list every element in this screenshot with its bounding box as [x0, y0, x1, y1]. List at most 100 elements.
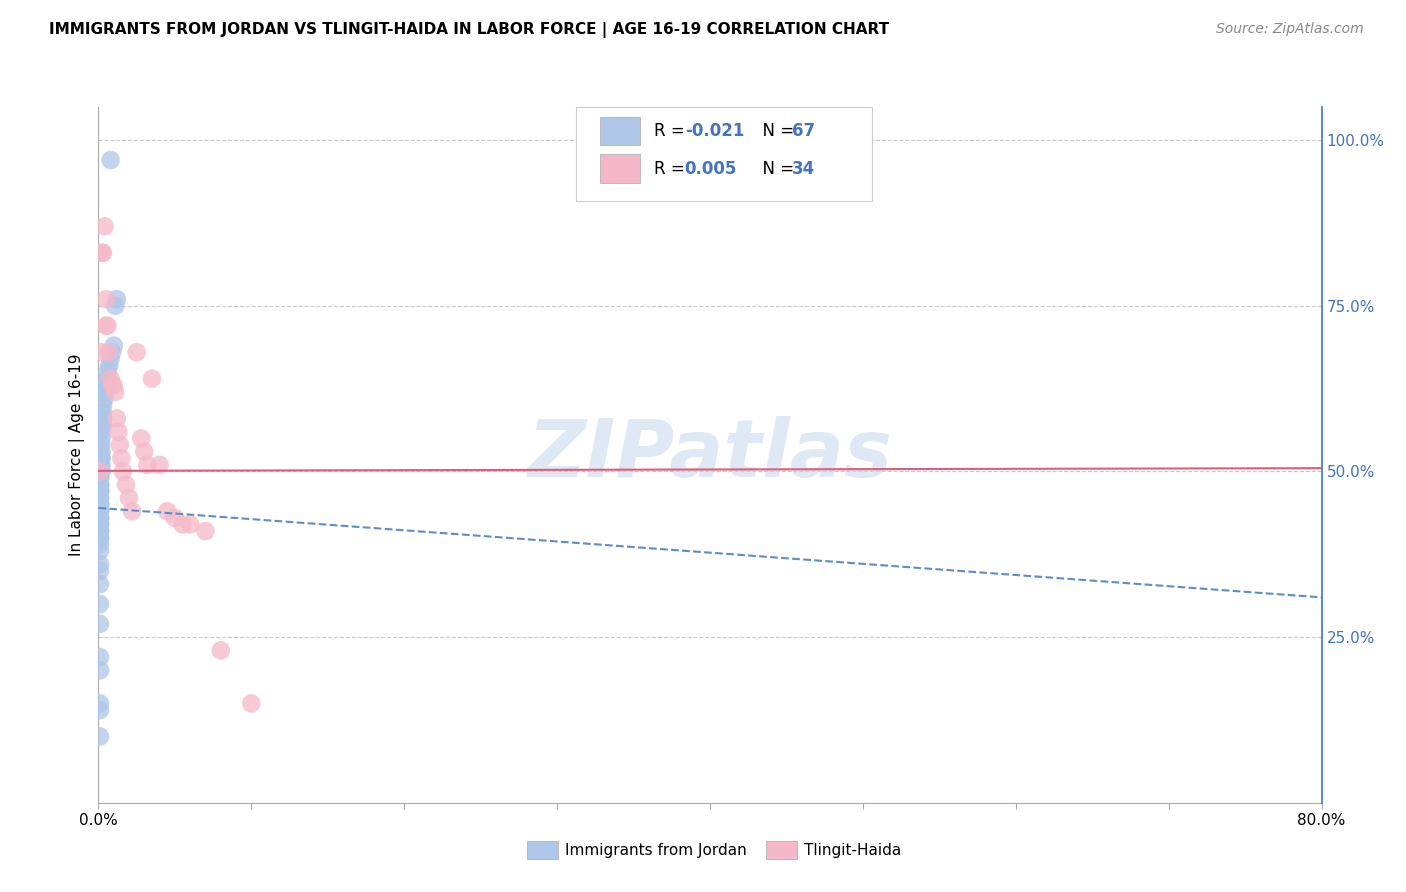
Point — [91, 398, 114, 412]
Text: 67: 67 — [792, 122, 814, 140]
Point — [240, 697, 263, 711]
Point — [103, 378, 125, 392]
Point — [89, 524, 111, 538]
Point — [89, 498, 111, 512]
Point — [94, 318, 117, 333]
Point — [89, 484, 111, 499]
Point — [89, 477, 111, 491]
Point — [89, 544, 111, 558]
Text: R =: R = — [654, 122, 690, 140]
Point — [90, 465, 112, 479]
Point — [89, 517, 111, 532]
Point — [89, 484, 111, 499]
Point — [89, 511, 111, 525]
Point — [108, 438, 131, 452]
Point — [89, 650, 111, 665]
Point — [97, 372, 120, 386]
Y-axis label: In Labor Force | Age 16-19: In Labor Force | Age 16-19 — [69, 353, 86, 557]
Point — [172, 517, 194, 532]
Text: N =: N = — [752, 160, 800, 178]
Text: ZIPatlas: ZIPatlas — [527, 416, 893, 494]
Point — [89, 511, 111, 525]
Point — [90, 451, 112, 466]
Point — [89, 465, 111, 479]
Point — [93, 384, 115, 399]
Point — [91, 411, 114, 425]
Text: Source: ZipAtlas.com: Source: ZipAtlas.com — [1216, 22, 1364, 37]
Point — [209, 643, 232, 657]
Point — [89, 697, 111, 711]
Point — [103, 338, 125, 352]
Point — [101, 378, 124, 392]
Point — [89, 471, 111, 485]
Point — [118, 491, 141, 505]
Point — [89, 491, 111, 505]
Point — [89, 484, 111, 499]
Point — [91, 405, 114, 419]
Point — [101, 345, 124, 359]
Point — [179, 517, 201, 532]
Point — [110, 451, 132, 466]
Point — [97, 365, 120, 379]
Text: Tlingit-Haida: Tlingit-Haida — [804, 843, 901, 857]
Point — [90, 465, 112, 479]
Point — [89, 511, 111, 525]
Text: N =: N = — [752, 122, 800, 140]
Point — [89, 730, 111, 744]
Point — [149, 458, 172, 472]
Point — [89, 537, 111, 551]
Point — [105, 411, 128, 425]
Point — [100, 351, 122, 366]
Point — [125, 345, 148, 359]
Point — [136, 458, 159, 472]
Point — [89, 477, 111, 491]
Point — [121, 504, 143, 518]
Point — [90, 431, 112, 445]
Text: IMMIGRANTS FROM JORDAN VS TLINGIT-HAIDA IN LABOR FORCE | AGE 16-19 CORRELATION C: IMMIGRANTS FROM JORDAN VS TLINGIT-HAIDA … — [49, 22, 890, 38]
Point — [89, 477, 111, 491]
Point — [89, 531, 111, 545]
Point — [100, 153, 122, 167]
Point — [89, 504, 111, 518]
Point — [89, 616, 111, 631]
Point — [89, 491, 111, 505]
Point — [89, 517, 111, 532]
Point — [107, 425, 129, 439]
Point — [105, 292, 128, 306]
Point — [89, 558, 111, 572]
Text: 34: 34 — [792, 160, 815, 178]
Text: R =: R = — [654, 160, 690, 178]
Point — [104, 384, 127, 399]
Point — [98, 345, 121, 359]
Text: -0.021: -0.021 — [685, 122, 744, 140]
Point — [89, 577, 111, 591]
Point — [90, 418, 112, 433]
Point — [93, 219, 115, 234]
Text: 0.005: 0.005 — [685, 160, 737, 178]
Point — [89, 498, 111, 512]
Point — [134, 444, 156, 458]
Point — [90, 345, 112, 359]
Point — [89, 597, 111, 611]
Point — [129, 431, 152, 445]
Point — [94, 292, 117, 306]
Point — [93, 384, 115, 399]
Point — [89, 531, 111, 545]
Point — [91, 245, 114, 260]
Point — [156, 504, 179, 518]
Point — [90, 458, 112, 472]
Point — [98, 359, 121, 373]
Point — [91, 418, 114, 433]
Text: Immigrants from Jordan: Immigrants from Jordan — [565, 843, 747, 857]
Point — [90, 245, 112, 260]
Point — [100, 372, 122, 386]
Point — [89, 471, 111, 485]
Point — [89, 703, 111, 717]
Point — [90, 451, 112, 466]
Point — [89, 564, 111, 578]
Point — [90, 425, 112, 439]
Point — [89, 504, 111, 518]
Point — [89, 524, 111, 538]
Point — [89, 498, 111, 512]
Point — [97, 318, 120, 333]
